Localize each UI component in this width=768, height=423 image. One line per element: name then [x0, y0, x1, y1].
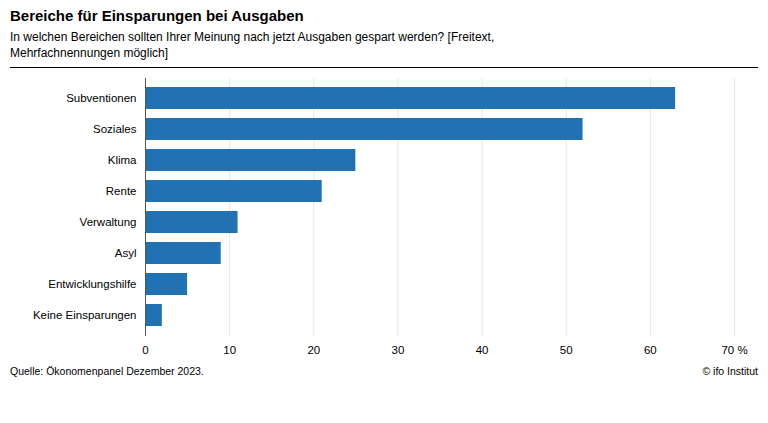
svg-text:40: 40: [476, 344, 489, 356]
svg-text:Klima: Klima: [108, 154, 137, 166]
svg-text:Rente: Rente: [106, 185, 137, 197]
svg-text:Verwaltung: Verwaltung: [80, 216, 137, 228]
svg-text:70 %: 70 %: [721, 344, 747, 356]
svg-text:10: 10: [223, 344, 236, 356]
svg-text:Subventionen: Subventionen: [66, 92, 136, 104]
html-text:Quelle: Ökonomenpanel Dezember: Quelle: Ökonomenpanel Dezember 2023.: [10, 365, 204, 377]
svg-text:50: 50: [560, 344, 573, 356]
svg-text:30: 30: [392, 344, 405, 356]
html-text:In welchen Bereichen sollten I: In welchen Bereichen sollten Ihrer Meinu…: [10, 30, 495, 60]
html-text:© ifo Institut: © ifo Institut: [702, 365, 758, 377]
svg-text:Soziales: Soziales: [93, 123, 137, 135]
svg-text:Asyl: Asyl: [115, 247, 137, 259]
svg-text:Entwicklungshilfe: Entwicklungshilfe: [48, 278, 136, 290]
svg-text:60: 60: [644, 344, 657, 356]
html-text:Bereiche für Einsparungen bei: Bereiche für Einsparungen bei Ausgaben: [10, 7, 304, 24]
svg-text:Keine Einsparungen: Keine Einsparungen: [33, 309, 137, 321]
svg-text:20: 20: [307, 344, 320, 356]
svg-text:0: 0: [142, 344, 148, 356]
